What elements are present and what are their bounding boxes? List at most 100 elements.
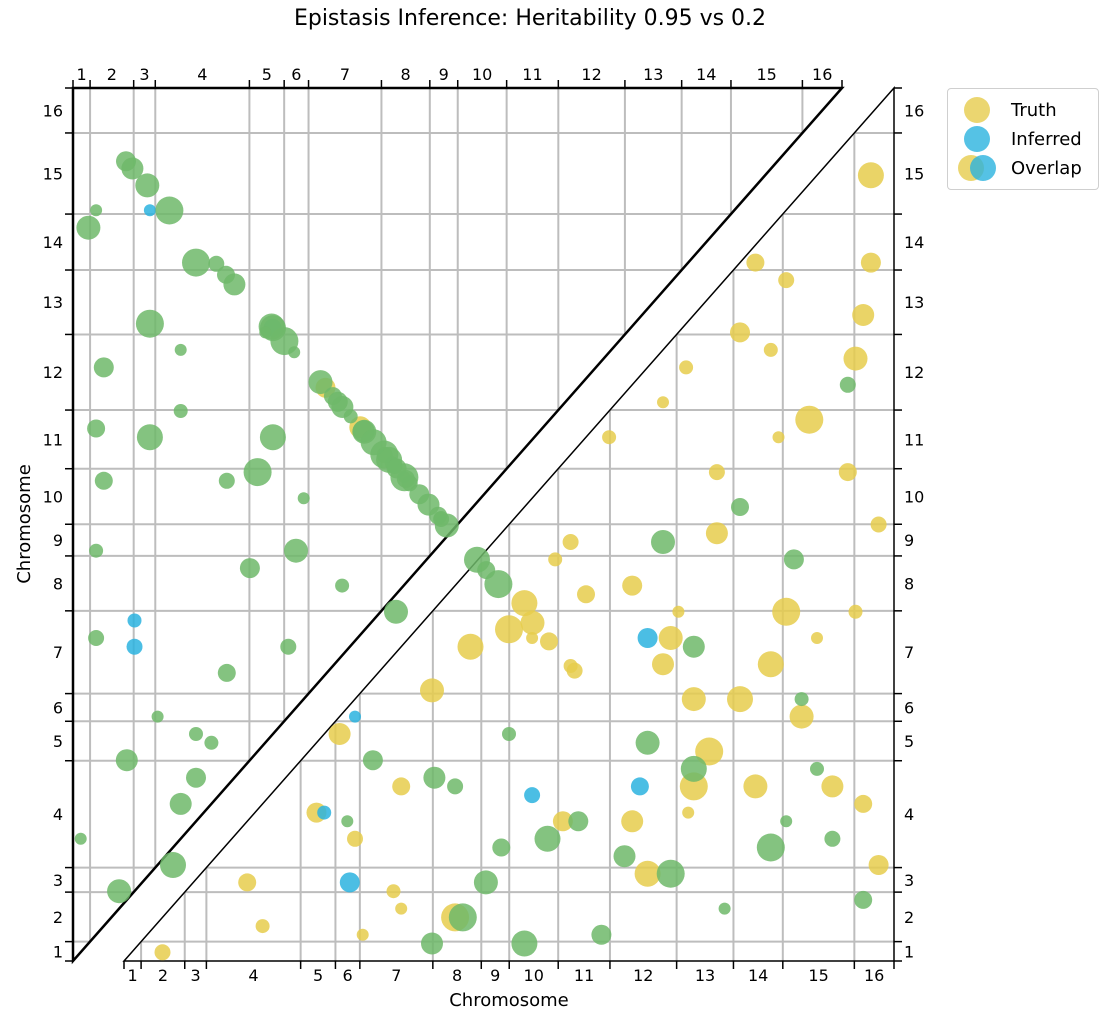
truth-point bbox=[395, 902, 408, 915]
overlap-point bbox=[121, 157, 144, 180]
overlap-point bbox=[218, 472, 235, 489]
top-tick-label: 10 bbox=[472, 65, 492, 84]
overlap-point bbox=[591, 924, 612, 945]
inferred-point bbox=[630, 777, 649, 796]
overlap-point bbox=[731, 498, 749, 516]
overlap-point bbox=[473, 870, 498, 895]
left-tick-label: 12 bbox=[43, 363, 63, 382]
overlap-point bbox=[89, 543, 104, 558]
left-tick-label: 9 bbox=[53, 531, 63, 550]
truth-point bbox=[821, 775, 844, 798]
legend-label-truth: Truth bbox=[1011, 100, 1057, 121]
overlap-point bbox=[223, 273, 246, 296]
overlap-point bbox=[288, 346, 301, 359]
left-tick-label: 3 bbox=[53, 871, 63, 890]
overlap-point bbox=[423, 766, 446, 789]
truth-point bbox=[154, 944, 171, 961]
left-tick-label: 5 bbox=[53, 732, 63, 751]
top-tick-label: 16 bbox=[812, 65, 832, 84]
truth-point bbox=[870, 516, 887, 533]
truth-point bbox=[730, 322, 750, 343]
truth-point bbox=[622, 575, 643, 596]
truth-point bbox=[520, 610, 545, 635]
truth-point bbox=[843, 346, 868, 371]
truth-point bbox=[854, 794, 873, 813]
overlap-point bbox=[568, 811, 589, 832]
overlap-point bbox=[534, 825, 561, 852]
overlap-point bbox=[824, 830, 841, 847]
right-tick-label: 10 bbox=[904, 487, 924, 506]
overlap-point bbox=[189, 727, 203, 741]
legend-item-truth: Truth bbox=[948, 95, 1098, 125]
overlap-point bbox=[174, 343, 187, 356]
truth-point bbox=[238, 873, 257, 892]
x-axis-label: Chromosome bbox=[449, 990, 569, 1011]
truth-point bbox=[562, 534, 579, 550]
right-tick-label: 1 bbox=[904, 942, 914, 961]
truth-point bbox=[672, 605, 685, 618]
overlap-point bbox=[613, 845, 636, 868]
left-tick-label: 11 bbox=[43, 430, 63, 449]
overlap-point bbox=[74, 832, 87, 845]
bottom-tick-label: 10 bbox=[524, 966, 544, 985]
top-tick-label: 3 bbox=[139, 65, 149, 84]
bottom-tick-label: 7 bbox=[391, 966, 401, 985]
top-tick-label: 1 bbox=[76, 65, 86, 84]
right-tick-label: 9 bbox=[904, 531, 914, 550]
overlap-point bbox=[217, 663, 236, 682]
truth-point bbox=[658, 626, 683, 650]
truth-point bbox=[347, 830, 363, 847]
grid-lines bbox=[73, 88, 894, 961]
bottom-tick-label: 6 bbox=[343, 966, 353, 985]
truth-point bbox=[681, 687, 706, 712]
overlap-point bbox=[656, 859, 685, 888]
inferred-point bbox=[339, 872, 360, 893]
overlap-point bbox=[384, 599, 408, 624]
overlap-point bbox=[680, 755, 707, 782]
legend-label-inferred: Inferred bbox=[1011, 129, 1082, 150]
inferred-point bbox=[524, 787, 541, 804]
truth-point bbox=[857, 162, 884, 189]
right-tick-label: 2 bbox=[904, 908, 914, 927]
right-tick-label: 4 bbox=[904, 805, 914, 824]
overlap-point bbox=[448, 903, 477, 932]
left-tick-label: 7 bbox=[53, 643, 63, 662]
overlap-point bbox=[182, 248, 210, 277]
left-tick-label: 2 bbox=[53, 908, 63, 927]
overlap-point bbox=[284, 538, 308, 563]
top-tick-label: 14 bbox=[696, 65, 716, 84]
y-axis-label: Chromosome bbox=[14, 464, 35, 584]
left-tick-label: 10 bbox=[43, 487, 63, 506]
left-tick-label: 6 bbox=[53, 698, 63, 717]
right-tick-label: 15 bbox=[904, 165, 924, 184]
bottom-tick-label: 3 bbox=[190, 966, 200, 985]
overlap-point bbox=[387, 459, 402, 474]
left-tick-label: 16 bbox=[43, 101, 63, 120]
truth-point bbox=[778, 272, 795, 289]
overlap-point bbox=[502, 727, 516, 741]
overlap-point bbox=[204, 735, 219, 750]
overlap-point bbox=[107, 879, 132, 904]
overlap-point bbox=[115, 749, 138, 772]
overlap-point bbox=[155, 196, 184, 225]
overlap-point bbox=[839, 376, 856, 393]
overlap-point bbox=[186, 767, 206, 788]
right-tick-label: 7 bbox=[904, 643, 914, 662]
left-tick-label: 15 bbox=[43, 165, 63, 184]
tick-marks bbox=[65, 80, 902, 969]
right-tick-label: 12 bbox=[904, 363, 924, 382]
overlap-point bbox=[854, 890, 873, 909]
overlap-point bbox=[169, 792, 192, 815]
inferred-point bbox=[143, 204, 156, 217]
overlap-point bbox=[464, 546, 490, 573]
top-tick-label: 9 bbox=[439, 65, 449, 84]
overlap-point bbox=[447, 778, 464, 795]
truth-point bbox=[682, 806, 695, 819]
overlap-point bbox=[208, 255, 225, 272]
overlap-inferred-marker bbox=[970, 155, 996, 181]
right-tick-label: 5 bbox=[904, 732, 914, 751]
top-tick-label: 12 bbox=[581, 65, 601, 84]
truth-point bbox=[727, 686, 753, 713]
legend: Truth Inferred Overlap bbox=[947, 88, 1099, 190]
truth-point bbox=[457, 633, 484, 660]
